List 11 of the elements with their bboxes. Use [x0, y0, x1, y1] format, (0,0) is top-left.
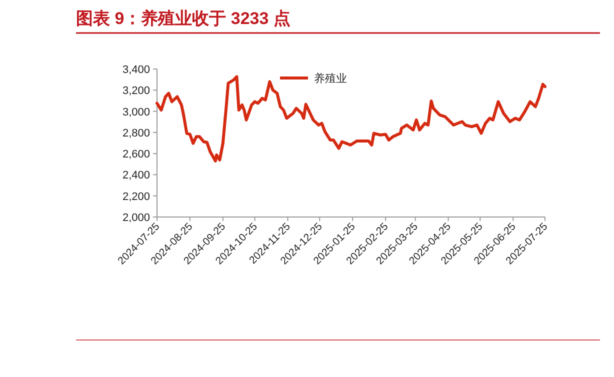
y-tick-label: 2,600	[122, 148, 150, 161]
y-tick-label: 3,000	[122, 106, 150, 118]
chart-title: 图表 9：养殖业收于 3233 点	[76, 9, 290, 28]
y-tick-label: 2,800	[122, 127, 150, 140]
y-tick-label: 2,400	[122, 170, 150, 182]
legend-label: 养殖业	[314, 72, 347, 85]
y-tick-label: 3,200	[122, 85, 150, 98]
y-tick-label: 2,000	[122, 212, 150, 224]
y-tick-label: 2,200	[122, 190, 150, 203]
y-tick-label: 3,400	[122, 64, 150, 76]
legend: 养殖业	[280, 73, 347, 85]
